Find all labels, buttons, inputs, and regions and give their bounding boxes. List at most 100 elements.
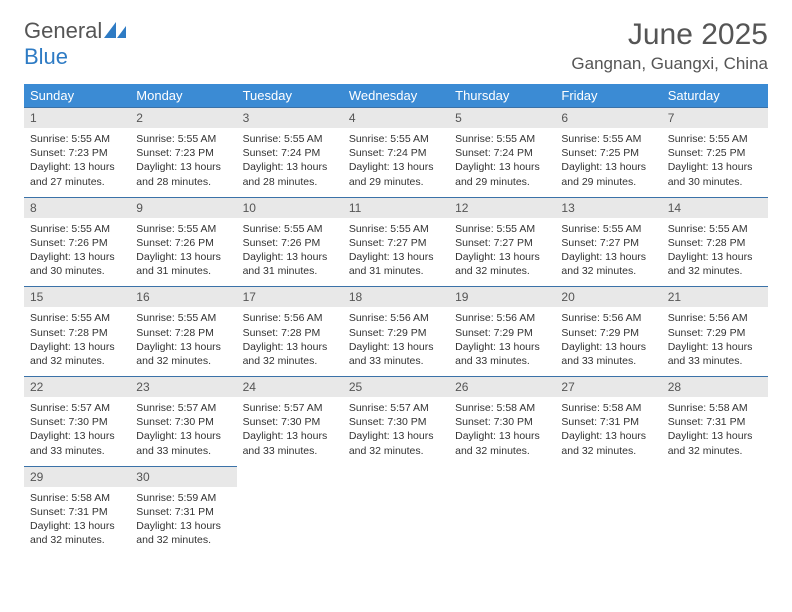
calendar-cell: 26Sunrise: 5:58 AMSunset: 7:30 PMDayligh… bbox=[449, 376, 555, 466]
day-number: 29 bbox=[24, 466, 130, 487]
day-details: Sunrise: 5:56 AMSunset: 7:29 PMDaylight:… bbox=[449, 307, 555, 376]
day-number: 13 bbox=[555, 197, 661, 218]
title-block: June 2025 Gangnan, Guangxi, China bbox=[571, 18, 768, 74]
day-details: Sunrise: 5:59 AMSunset: 7:31 PMDaylight:… bbox=[130, 487, 236, 556]
calendar-cell: 17Sunrise: 5:56 AMSunset: 7:28 PMDayligh… bbox=[237, 286, 343, 376]
weekday-header: Wednesday bbox=[343, 84, 449, 107]
day-number: 14 bbox=[662, 197, 768, 218]
day-number: 2 bbox=[130, 107, 236, 128]
calendar-row: 1Sunrise: 5:55 AMSunset: 7:23 PMDaylight… bbox=[24, 107, 768, 197]
calendar-cell: 22Sunrise: 5:57 AMSunset: 7:30 PMDayligh… bbox=[24, 376, 130, 466]
calendar-cell: 12Sunrise: 5:55 AMSunset: 7:27 PMDayligh… bbox=[449, 197, 555, 287]
day-details: Sunrise: 5:55 AMSunset: 7:23 PMDaylight:… bbox=[24, 128, 130, 197]
calendar-cell bbox=[237, 466, 343, 556]
day-details: Sunrise: 5:55 AMSunset: 7:26 PMDaylight:… bbox=[24, 218, 130, 287]
calendar-cell: 2Sunrise: 5:55 AMSunset: 7:23 PMDaylight… bbox=[130, 107, 236, 197]
weekday-header: Thursday bbox=[449, 84, 555, 107]
day-details: Sunrise: 5:57 AMSunset: 7:30 PMDaylight:… bbox=[237, 397, 343, 466]
day-number: 28 bbox=[662, 376, 768, 397]
day-details: Sunrise: 5:58 AMSunset: 7:31 PMDaylight:… bbox=[555, 397, 661, 466]
brand-part1: General bbox=[24, 18, 102, 43]
day-details: Sunrise: 5:55 AMSunset: 7:27 PMDaylight:… bbox=[343, 218, 449, 287]
calendar-cell: 25Sunrise: 5:57 AMSunset: 7:30 PMDayligh… bbox=[343, 376, 449, 466]
day-details: Sunrise: 5:55 AMSunset: 7:28 PMDaylight:… bbox=[24, 307, 130, 376]
calendar-cell: 24Sunrise: 5:57 AMSunset: 7:30 PMDayligh… bbox=[237, 376, 343, 466]
calendar-cell bbox=[555, 466, 661, 556]
day-number: 26 bbox=[449, 376, 555, 397]
day-number: 16 bbox=[130, 286, 236, 307]
day-number: 8 bbox=[24, 197, 130, 218]
day-details: Sunrise: 5:57 AMSunset: 7:30 PMDaylight:… bbox=[24, 397, 130, 466]
calendar-cell: 23Sunrise: 5:57 AMSunset: 7:30 PMDayligh… bbox=[130, 376, 236, 466]
day-details: Sunrise: 5:58 AMSunset: 7:30 PMDaylight:… bbox=[449, 397, 555, 466]
day-number: 27 bbox=[555, 376, 661, 397]
day-number: 17 bbox=[237, 286, 343, 307]
day-details: Sunrise: 5:58 AMSunset: 7:31 PMDaylight:… bbox=[662, 397, 768, 466]
day-details: Sunrise: 5:57 AMSunset: 7:30 PMDaylight:… bbox=[343, 397, 449, 466]
day-number: 25 bbox=[343, 376, 449, 397]
calendar-cell: 10Sunrise: 5:55 AMSunset: 7:26 PMDayligh… bbox=[237, 197, 343, 287]
day-number: 12 bbox=[449, 197, 555, 218]
day-details: Sunrise: 5:56 AMSunset: 7:29 PMDaylight:… bbox=[555, 307, 661, 376]
day-details: Sunrise: 5:55 AMSunset: 7:25 PMDaylight:… bbox=[662, 128, 768, 197]
header: General Blue June 2025 Gangnan, Guangxi,… bbox=[24, 18, 768, 74]
day-details: Sunrise: 5:55 AMSunset: 7:27 PMDaylight:… bbox=[555, 218, 661, 287]
day-details: Sunrise: 5:55 AMSunset: 7:26 PMDaylight:… bbox=[130, 218, 236, 287]
calendar-row: 29Sunrise: 5:58 AMSunset: 7:31 PMDayligh… bbox=[24, 466, 768, 556]
weekday-header-row: SundayMondayTuesdayWednesdayThursdayFrid… bbox=[24, 84, 768, 107]
calendar-cell bbox=[662, 466, 768, 556]
calendar-cell: 11Sunrise: 5:55 AMSunset: 7:27 PMDayligh… bbox=[343, 197, 449, 287]
calendar-cell: 20Sunrise: 5:56 AMSunset: 7:29 PMDayligh… bbox=[555, 286, 661, 376]
day-number: 22 bbox=[24, 376, 130, 397]
weekday-header: Monday bbox=[130, 84, 236, 107]
calendar-cell: 9Sunrise: 5:55 AMSunset: 7:26 PMDaylight… bbox=[130, 197, 236, 287]
weekday-header: Saturday bbox=[662, 84, 768, 107]
calendar-cell: 30Sunrise: 5:59 AMSunset: 7:31 PMDayligh… bbox=[130, 466, 236, 556]
day-number: 20 bbox=[555, 286, 661, 307]
calendar-cell: 18Sunrise: 5:56 AMSunset: 7:29 PMDayligh… bbox=[343, 286, 449, 376]
day-number: 23 bbox=[130, 376, 236, 397]
calendar-cell: 15Sunrise: 5:55 AMSunset: 7:28 PMDayligh… bbox=[24, 286, 130, 376]
weekday-header: Sunday bbox=[24, 84, 130, 107]
calendar-cell: 21Sunrise: 5:56 AMSunset: 7:29 PMDayligh… bbox=[662, 286, 768, 376]
calendar-cell: 7Sunrise: 5:55 AMSunset: 7:25 PMDaylight… bbox=[662, 107, 768, 197]
day-number: 5 bbox=[449, 107, 555, 128]
day-number: 18 bbox=[343, 286, 449, 307]
calendar-table: SundayMondayTuesdayWednesdayThursdayFrid… bbox=[24, 84, 768, 555]
day-details: Sunrise: 5:55 AMSunset: 7:26 PMDaylight:… bbox=[237, 218, 343, 287]
day-details: Sunrise: 5:56 AMSunset: 7:29 PMDaylight:… bbox=[662, 307, 768, 376]
day-number: 11 bbox=[343, 197, 449, 218]
day-number: 10 bbox=[237, 197, 343, 218]
sail-icon bbox=[104, 18, 126, 44]
day-number: 7 bbox=[662, 107, 768, 128]
calendar-cell: 13Sunrise: 5:55 AMSunset: 7:27 PMDayligh… bbox=[555, 197, 661, 287]
calendar-body: 1Sunrise: 5:55 AMSunset: 7:23 PMDaylight… bbox=[24, 107, 768, 555]
day-number: 4 bbox=[343, 107, 449, 128]
location-text: Gangnan, Guangxi, China bbox=[571, 54, 768, 74]
weekday-header: Friday bbox=[555, 84, 661, 107]
calendar-cell bbox=[343, 466, 449, 556]
page-title: June 2025 bbox=[571, 18, 768, 52]
day-number: 30 bbox=[130, 466, 236, 487]
day-details: Sunrise: 5:55 AMSunset: 7:28 PMDaylight:… bbox=[662, 218, 768, 287]
day-details: Sunrise: 5:55 AMSunset: 7:24 PMDaylight:… bbox=[343, 128, 449, 197]
calendar-cell bbox=[449, 466, 555, 556]
day-details: Sunrise: 5:55 AMSunset: 7:28 PMDaylight:… bbox=[130, 307, 236, 376]
day-details: Sunrise: 5:58 AMSunset: 7:31 PMDaylight:… bbox=[24, 487, 130, 556]
calendar-cell: 14Sunrise: 5:55 AMSunset: 7:28 PMDayligh… bbox=[662, 197, 768, 287]
calendar-cell: 6Sunrise: 5:55 AMSunset: 7:25 PMDaylight… bbox=[555, 107, 661, 197]
day-number: 15 bbox=[24, 286, 130, 307]
brand-logo: General Blue bbox=[24, 18, 126, 70]
day-details: Sunrise: 5:55 AMSunset: 7:24 PMDaylight:… bbox=[237, 128, 343, 197]
day-details: Sunrise: 5:57 AMSunset: 7:30 PMDaylight:… bbox=[130, 397, 236, 466]
calendar-row: 8Sunrise: 5:55 AMSunset: 7:26 PMDaylight… bbox=[24, 197, 768, 287]
day-details: Sunrise: 5:56 AMSunset: 7:29 PMDaylight:… bbox=[343, 307, 449, 376]
day-details: Sunrise: 5:55 AMSunset: 7:25 PMDaylight:… bbox=[555, 128, 661, 197]
day-number: 6 bbox=[555, 107, 661, 128]
day-number: 3 bbox=[237, 107, 343, 128]
day-details: Sunrise: 5:55 AMSunset: 7:23 PMDaylight:… bbox=[130, 128, 236, 197]
day-details: Sunrise: 5:55 AMSunset: 7:27 PMDaylight:… bbox=[449, 218, 555, 287]
calendar-row: 22Sunrise: 5:57 AMSunset: 7:30 PMDayligh… bbox=[24, 376, 768, 466]
day-number: 24 bbox=[237, 376, 343, 397]
calendar-cell: 1Sunrise: 5:55 AMSunset: 7:23 PMDaylight… bbox=[24, 107, 130, 197]
